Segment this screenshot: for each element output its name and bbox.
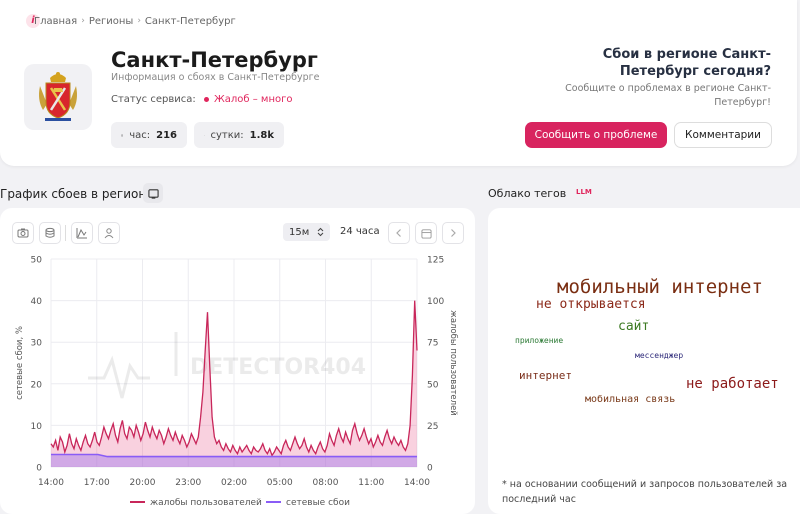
x-tick-label: 02:00 [221, 478, 247, 488]
y-left-tick-label: 40 [31, 297, 43, 307]
database-icon [45, 227, 55, 238]
tag-item[interactable]: не работает [686, 376, 779, 392]
y-right-tick-label: 50 [427, 380, 439, 390]
report-problem-button[interactable]: Сообщить о проблеме [525, 122, 667, 148]
breadcrumb-separator: › [81, 16, 85, 26]
stat-day: сутки: 1.8k [194, 122, 284, 148]
y-right-tick-label: 125 [427, 256, 444, 266]
interval-select[interactable]: 15м [283, 223, 330, 241]
home-icon[interactable]: i [26, 14, 40, 28]
y-right-tick-label: 25 [427, 422, 438, 432]
x-tick-label: 14:00 [404, 478, 430, 488]
tag-item[interactable]: мобильный интернет [557, 276, 763, 298]
breadcrumb: i Главная › Регионы › Санкт-Петербург [26, 14, 236, 28]
breadcrumb-home[interactable]: Главная [34, 15, 78, 27]
service-status-label: Статус сервиса: [111, 94, 196, 105]
user-button[interactable] [98, 222, 120, 244]
stat-hour-label: час: [129, 129, 151, 141]
chart-heading: График сбоев в регионе [0, 187, 154, 201]
tag-item[interactable]: мобильная связь [585, 394, 676, 405]
page-title: Санкт-Петербург [111, 48, 318, 72]
chart-watermark: DETECTOR404 [88, 332, 366, 399]
chart-legend: жалобы пользователей сетевые сбои [130, 498, 350, 508]
x-tick-label: 17:00 [84, 478, 110, 488]
series-line [50, 300, 418, 457]
chart-grid [50, 258, 418, 468]
clock-icon [121, 133, 124, 137]
window-icon [147, 188, 159, 199]
watermark-text: DETECTOR404 [190, 355, 366, 380]
calendar-icon [420, 228, 432, 239]
tag-cloud-card [488, 208, 800, 514]
y-left-tick-label: 30 [31, 339, 43, 349]
series-area [51, 454, 417, 467]
stat-day-value: 1.8k [249, 129, 274, 141]
interval-select-value: 15м [289, 226, 310, 238]
toolbar-divider [65, 225, 66, 241]
llm-badge: LLM [576, 188, 592, 196]
x-tick-label: 14:00 [38, 478, 64, 488]
stat-day-label: сутки: [210, 129, 244, 141]
region-question-subtitle: Сообщите о проблемах в регионе Санкт-Пет… [565, 83, 771, 108]
data-button[interactable] [39, 222, 61, 244]
camera-icon [17, 228, 29, 238]
series-area [51, 300, 417, 467]
select-arrows-icon [317, 227, 324, 237]
screenshot-button[interactable] [12, 222, 34, 244]
x-tick-label: 05:00 [267, 478, 293, 488]
chevron-left-icon [396, 229, 401, 237]
range-label: 24 часа [340, 226, 380, 237]
breadcrumb-current: Санкт-Петербург [144, 15, 236, 27]
breadcrumb-regions[interactable]: Регионы [88, 15, 134, 27]
y-left-tick-label: 10 [31, 422, 43, 432]
tag-cloud-footnote: * на основании сообщений и запросов поль… [502, 479, 788, 505]
breadcrumb-separator: › [137, 16, 141, 26]
chevron-right-icon [451, 229, 456, 237]
legend-label: сетевые сбои [286, 498, 350, 508]
tag-item[interactable]: интернет [519, 369, 572, 382]
tag-item[interactable]: сайт [618, 319, 650, 334]
tag-item[interactable]: приложение [515, 336, 564, 345]
status-text: Жалоб – много [214, 94, 293, 105]
page-subtitle: Информация о сбоях в Санкт-Петербурге [111, 72, 320, 83]
y-left-tick-label: 0 [36, 464, 42, 474]
legend-label: жалобы пользователей [150, 498, 262, 508]
y-left-tick-label: 20 [31, 380, 43, 390]
service-status-value: Жалоб – много [204, 94, 293, 105]
region-header-card: i Главная › Регионы › Санкт-Петербург Са… [0, 0, 797, 166]
prev-range-button[interactable] [388, 222, 410, 244]
x-tick-label: 11:00 [358, 478, 384, 488]
coat-of-arms-icon [39, 72, 77, 121]
user-icon [104, 228, 114, 239]
y-left-tick-label: 50 [31, 256, 43, 266]
calendar-button[interactable] [415, 222, 437, 244]
x-tick-label: 20:00 [130, 478, 156, 488]
tags-heading: Облако тегов [488, 187, 567, 200]
y-right-axis-label: жалобы пользователей [448, 310, 458, 416]
status-dot-icon [204, 97, 209, 102]
tag-item[interactable]: не открывается [536, 297, 646, 312]
tag-item[interactable]: мессенджер [635, 351, 684, 360]
next-range-button[interactable] [442, 222, 464, 244]
y-right-tick-label: 0 [427, 464, 433, 474]
area-chart-button[interactable] [71, 222, 93, 244]
x-tick-label: 23:00 [175, 478, 201, 488]
y-left-axis-label: сетевые сбои, % [15, 326, 25, 400]
series-line [51, 453, 417, 458]
stat-hour-value: 216 [156, 129, 177, 141]
y-right-tick-label: 75 [427, 339, 438, 349]
outage-chart: DETECTOR404 0 0 10 25 20 50 30 75 40 100 50 125 14:0… [15, 256, 458, 509]
region-emblem [24, 64, 92, 130]
x-tick-label: 08:00 [313, 478, 339, 488]
comments-button[interactable]: Комментарии [674, 122, 772, 148]
chart-expand-button[interactable] [143, 183, 163, 203]
area-chart-icon [76, 228, 87, 239]
y-right-tick-label: 100 [427, 297, 444, 307]
stat-hour: час: 216 [111, 122, 187, 148]
region-question-title: Сбои в регионе Санкт-Петербург сегодня? [602, 47, 771, 79]
